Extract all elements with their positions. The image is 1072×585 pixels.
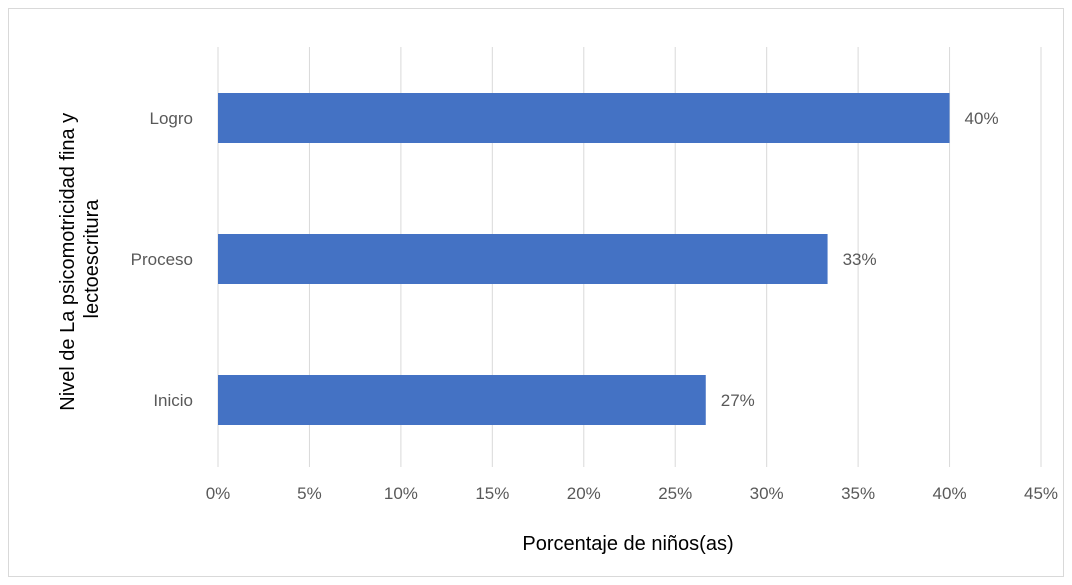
bar bbox=[218, 375, 706, 425]
x-tick-label: 25% bbox=[658, 484, 692, 503]
category-labels: Logro Proceso Inicio bbox=[131, 109, 193, 410]
y-axis-title-line-1: Nivel de La psicomotricidad fina y bbox=[57, 113, 79, 411]
x-tick-label: 35% bbox=[841, 484, 875, 503]
x-tick-label: 40% bbox=[933, 484, 967, 503]
x-tick-label: 10% bbox=[384, 484, 418, 503]
x-tick-label: 45% bbox=[1024, 484, 1058, 503]
y-axis-title: Nivel de La psicomotricidad fina y lecto… bbox=[57, 107, 103, 410]
data-label: 27% bbox=[721, 391, 755, 410]
data-labels: 40% 33% 27% bbox=[721, 109, 999, 410]
bars bbox=[218, 93, 950, 425]
x-tick-label: 5% bbox=[297, 484, 322, 503]
category-label: Proceso bbox=[131, 250, 193, 269]
x-tick-label: 15% bbox=[475, 484, 509, 503]
x-tick-label: 30% bbox=[750, 484, 784, 503]
x-tick-labels: 0% 5% 10% 15% 20% 25% 30% 35% 40% 45% bbox=[206, 484, 1058, 503]
x-tick-label: 0% bbox=[206, 484, 231, 503]
category-label: Logro bbox=[150, 109, 193, 128]
category-label: Inicio bbox=[153, 391, 193, 410]
x-tick-label: 20% bbox=[567, 484, 601, 503]
bar bbox=[218, 234, 828, 284]
data-label: 40% bbox=[965, 109, 999, 128]
bar bbox=[218, 93, 950, 143]
x-axis-title: Porcentaje de niños(as) bbox=[522, 533, 733, 555]
data-label: 33% bbox=[843, 250, 877, 269]
y-axis-title-line-2: lectoescritura bbox=[81, 199, 103, 319]
